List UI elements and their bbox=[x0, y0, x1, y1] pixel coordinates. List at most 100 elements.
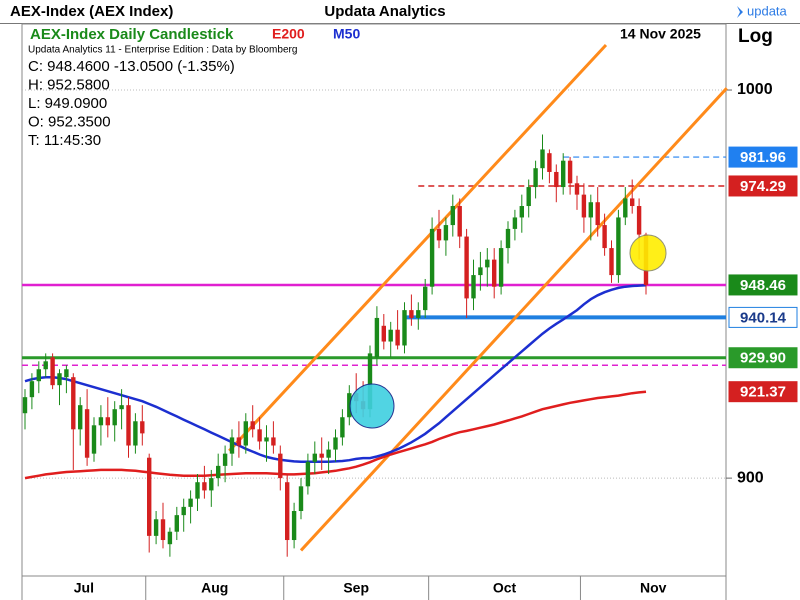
candle-body bbox=[616, 217, 621, 276]
info-line: L: 949.0900 bbox=[28, 95, 107, 112]
candle-body bbox=[298, 486, 304, 512]
candle-body bbox=[202, 482, 207, 491]
price-tag bbox=[728, 306, 798, 328]
candle-body bbox=[492, 259, 497, 287]
candle-body bbox=[167, 531, 173, 545]
candle-body bbox=[71, 377, 76, 430]
candle-body bbox=[209, 478, 214, 491]
candle-body bbox=[450, 206, 455, 226]
candle-body bbox=[567, 160, 573, 184]
candle-body bbox=[485, 259, 490, 268]
candle-body bbox=[554, 171, 559, 188]
candle-body bbox=[333, 437, 338, 450]
candle-body bbox=[195, 482, 200, 499]
price-tag-label: 981.96 bbox=[740, 149, 786, 166]
candle-body bbox=[547, 153, 552, 172]
candle-body bbox=[181, 506, 186, 516]
candle-body bbox=[257, 429, 262, 442]
x-tick-label: Nov bbox=[640, 580, 667, 596]
chart-date: 14 Nov 2025 bbox=[620, 26, 701, 42]
candle-body bbox=[278, 453, 283, 479]
candle-body bbox=[160, 519, 166, 541]
candle-body bbox=[319, 453, 324, 458]
candle-body bbox=[105, 417, 110, 426]
scale-label: Log bbox=[738, 26, 773, 47]
candle-body bbox=[436, 228, 442, 241]
y-tick-label: 1000 bbox=[737, 81, 773, 98]
candle-body bbox=[636, 206, 642, 235]
candle-body bbox=[388, 329, 393, 342]
candle-body bbox=[526, 187, 531, 207]
candle-body bbox=[340, 417, 345, 438]
header-center: Updata Analytics bbox=[324, 3, 445, 20]
candle-body bbox=[78, 405, 83, 430]
candle-body bbox=[119, 405, 124, 410]
candle-body bbox=[471, 275, 476, 299]
x-tick-label: Sep bbox=[343, 580, 369, 596]
candle-body bbox=[22, 397, 28, 414]
candle-body bbox=[540, 149, 545, 169]
price-tag-label: 929.90 bbox=[740, 350, 786, 367]
candle-body bbox=[271, 437, 276, 446]
candle-body bbox=[498, 248, 504, 287]
candle-body bbox=[222, 453, 228, 466]
info-line: T: 11:45:30 bbox=[28, 132, 101, 149]
candle-body bbox=[36, 369, 41, 382]
candle-body bbox=[347, 393, 352, 418]
candle-body bbox=[409, 310, 414, 318]
candle-body bbox=[505, 228, 511, 249]
legend-entry: M50 bbox=[333, 26, 360, 42]
overlay: 981.96 974.29 948.46 940.14 929.90 921.37 bbox=[728, 146, 798, 403]
candle-body bbox=[374, 317, 380, 358]
candle-body bbox=[609, 248, 614, 276]
info-block: Updata Analytics 11 - Enterprise Edition… bbox=[28, 45, 297, 149]
candle-body bbox=[512, 217, 518, 229]
chart-title: AEX-Index Daily Candlestick bbox=[30, 26, 234, 43]
candle-body bbox=[291, 511, 297, 541]
candle-body bbox=[147, 457, 152, 536]
highlight-circle bbox=[349, 383, 395, 429]
x-tick-label: Aug bbox=[201, 580, 228, 596]
logo-icon bbox=[737, 6, 743, 18]
price-tag bbox=[728, 274, 798, 296]
candle-body bbox=[250, 421, 255, 430]
x-tick-label: Oct bbox=[493, 580, 517, 596]
channel-line bbox=[228, 43, 608, 452]
candle-body bbox=[457, 206, 462, 237]
candle-body bbox=[630, 198, 635, 207]
candle-body bbox=[126, 405, 131, 446]
candle-body bbox=[602, 225, 607, 249]
candle-body bbox=[64, 369, 69, 378]
candle-body bbox=[561, 160, 566, 188]
legend-entry: E200 bbox=[272, 26, 305, 42]
info-line: C: 948.4600 -13.0500 (-1.35%) bbox=[28, 58, 235, 75]
price-tag bbox=[728, 347, 798, 369]
candle-body bbox=[29, 381, 35, 398]
candle-body bbox=[595, 202, 600, 226]
marks bbox=[22, 43, 728, 557]
price-tag-label: 974.29 bbox=[740, 178, 786, 195]
candle-body bbox=[98, 417, 104, 426]
candle-body bbox=[112, 409, 117, 426]
header-title: AEX-Index (AEX Index) bbox=[10, 3, 173, 20]
candle-body bbox=[305, 461, 311, 487]
candle-body bbox=[381, 325, 386, 342]
candle-body bbox=[367, 353, 373, 410]
candle-body bbox=[519, 206, 524, 218]
highlight-circle bbox=[629, 234, 667, 272]
candle-body bbox=[285, 482, 290, 541]
candle-body bbox=[43, 361, 48, 370]
candle-body bbox=[243, 421, 248, 446]
candle-body bbox=[533, 168, 538, 188]
info-source: Updata Analytics 11 - Enterprise Edition… bbox=[28, 45, 297, 56]
candle-body bbox=[623, 198, 628, 218]
candle-body bbox=[312, 453, 317, 462]
candle-body bbox=[229, 437, 235, 454]
candle-body bbox=[174, 515, 179, 532]
candle-body bbox=[423, 286, 428, 311]
x-tick-label: Jul bbox=[74, 580, 94, 596]
candle-body bbox=[153, 519, 159, 536]
price-tag-label: 940.14 bbox=[740, 309, 787, 326]
